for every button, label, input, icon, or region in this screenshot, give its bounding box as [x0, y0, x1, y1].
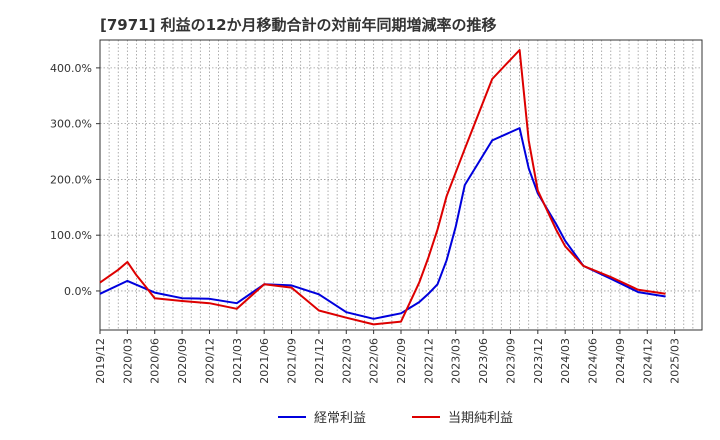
x-tick-label: 2024/09	[614, 338, 627, 384]
x-tick-label: 2020/09	[176, 338, 189, 384]
x-tick-label: 2021/03	[231, 338, 244, 384]
series-lines	[99, 49, 666, 326]
y-tick-label: 100.0%	[50, 229, 92, 242]
x-tick-label: 2025/03	[669, 338, 682, 384]
x-tick-label: 2022/09	[395, 338, 408, 384]
x-tick-label: 2023/12	[532, 338, 545, 384]
x-tick-label: 2020/12	[203, 338, 216, 384]
y-tick-label: 0.0%	[64, 285, 92, 298]
series-line	[99, 49, 666, 326]
axes: 0.0% 100.0% 200.0% 300.0% 400.0% 2019/12 2020/…	[50, 39, 703, 384]
x-tick-label: 2022/06	[368, 338, 381, 384]
y-tick-label: 200.0%	[50, 173, 92, 186]
x-tick-label: 2023/03	[450, 338, 463, 384]
grid-lines	[100, 40, 702, 330]
x-tick-label: 2024/03	[559, 338, 572, 384]
legend-label: 当期純利益	[448, 411, 513, 426]
x-tick-label: 2021/12	[313, 338, 326, 384]
x-tick-label: 2019/12	[94, 338, 107, 384]
x-tick-label: 2023/06	[477, 338, 490, 384]
x-tick-label: 2020/03	[121, 338, 134, 384]
chart-title: [7971] 利益の12か月移動合計の対前年同期増減率の推移	[100, 16, 497, 34]
x-tick-label: 2021/06	[258, 338, 271, 384]
x-tick-label: 2024/06	[587, 338, 600, 384]
x-tick-label: 2023/09	[504, 338, 517, 384]
y-tick-label: 400.0%	[50, 62, 92, 75]
x-tick-label: 2024/12	[641, 338, 654, 384]
legend-label: 経常利益	[314, 411, 366, 426]
y-tick-label: 300.0%	[50, 118, 92, 131]
x-tick-label: 2022/12	[422, 338, 435, 384]
series-line	[99, 127, 666, 320]
legend: 経常利益 当期純利益	[278, 411, 513, 426]
x-tick-label: 2020/06	[149, 338, 162, 384]
x-tick-label: 2021/09	[286, 338, 299, 384]
x-tick-label: 2022/03	[340, 338, 353, 384]
